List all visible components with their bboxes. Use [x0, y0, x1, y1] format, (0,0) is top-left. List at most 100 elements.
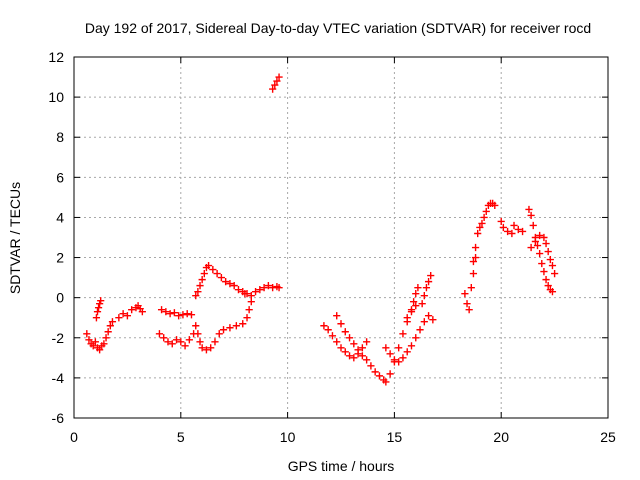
data-point [363, 356, 371, 364]
plot-frame [73, 56, 609, 419]
data-point [469, 257, 478, 266]
data-point [264, 282, 272, 290]
data-point [538, 259, 546, 268]
data-point [97, 297, 105, 305]
data-point [333, 312, 341, 320]
series-arc-16 [469, 199, 499, 266]
data-point [510, 221, 518, 230]
data-point [271, 81, 279, 89]
data-point [469, 270, 478, 278]
data-point [382, 344, 390, 352]
data-point [350, 340, 358, 348]
data-point [412, 334, 420, 342]
series-arc-12 [382, 312, 437, 366]
data-point [410, 298, 418, 306]
data-point [275, 284, 283, 292]
data-point [196, 338, 204, 346]
data-point [474, 229, 482, 238]
data-point [412, 302, 420, 310]
data-point [429, 316, 437, 324]
ticks-layer: 0 5 10 15 20 25 -6 -4 -2 0 2 4 6 8 10 12 [48, 49, 616, 445]
data-point [128, 306, 136, 314]
x-tick-label: 25 [600, 429, 616, 445]
data-point [395, 344, 403, 352]
data-point [219, 326, 228, 334]
series-arc-19 [527, 231, 559, 278]
data-point [94, 304, 103, 312]
series-arc-8 [243, 282, 283, 300]
data-point [529, 221, 537, 230]
data-point [170, 309, 178, 317]
data-point [138, 308, 146, 316]
data-point [160, 334, 168, 342]
series-arc-18 [525, 205, 557, 296]
data-point [476, 223, 484, 232]
series-arc-17 [497, 217, 527, 238]
data-point [211, 338, 219, 346]
data-point [119, 310, 127, 318]
data-point [527, 211, 535, 220]
data-point [179, 311, 187, 319]
data-point [371, 368, 379, 376]
data-point [531, 237, 539, 246]
data-point [204, 261, 213, 270]
data-point [354, 346, 362, 354]
data-point [269, 284, 277, 292]
data-point [386, 350, 394, 358]
data-point [200, 270, 208, 278]
data-point [108, 318, 117, 326]
y-tick-label: 4 [56, 209, 64, 225]
data-point [247, 298, 255, 306]
y-tick-label: 6 [56, 169, 64, 185]
data-point [386, 370, 394, 378]
data-point [337, 344, 345, 352]
data-point [536, 249, 544, 258]
y-tick-label: 2 [56, 250, 64, 266]
data-point [106, 322, 114, 330]
x-tick-label: 10 [280, 429, 296, 445]
data-point [420, 318, 428, 326]
data-point [222, 278, 230, 286]
data-point [102, 334, 110, 342]
data-point [234, 286, 243, 294]
data-point [367, 362, 375, 370]
data-point [92, 314, 101, 322]
data-point [181, 342, 189, 350]
data-point [260, 284, 268, 292]
data-point [540, 233, 548, 242]
series-arc-15 [461, 253, 480, 314]
data-point [551, 270, 559, 278]
data-point [542, 239, 550, 248]
data-point [172, 336, 181, 344]
data-point [480, 213, 488, 222]
grid-layer [74, 57, 608, 418]
data-point [226, 280, 234, 288]
series-arc-7 [192, 261, 249, 300]
data-point [93, 308, 102, 316]
data-point [412, 290, 420, 298]
data-point [478, 219, 486, 228]
data-point [422, 284, 431, 292]
data-point [363, 338, 371, 346]
x-tick-label: 15 [387, 429, 403, 445]
data-point [375, 372, 384, 380]
x-tick-label: 5 [177, 429, 185, 445]
data-point [424, 312, 433, 320]
data-point [341, 328, 349, 336]
series-arc-3 [115, 302, 146, 322]
data-point [85, 336, 93, 344]
data-point [232, 322, 240, 330]
data-point [337, 320, 345, 328]
y-tick-label: -4 [52, 370, 65, 386]
data-point [164, 338, 172, 346]
data-point [395, 358, 403, 366]
data-point [414, 284, 422, 292]
data-point [540, 267, 548, 276]
data-point [465, 306, 473, 314]
data-point [256, 286, 264, 294]
data-point [499, 223, 507, 232]
data-point [497, 217, 505, 226]
data-point [533, 241, 542, 250]
data-point [403, 314, 411, 322]
data-point [358, 344, 366, 352]
